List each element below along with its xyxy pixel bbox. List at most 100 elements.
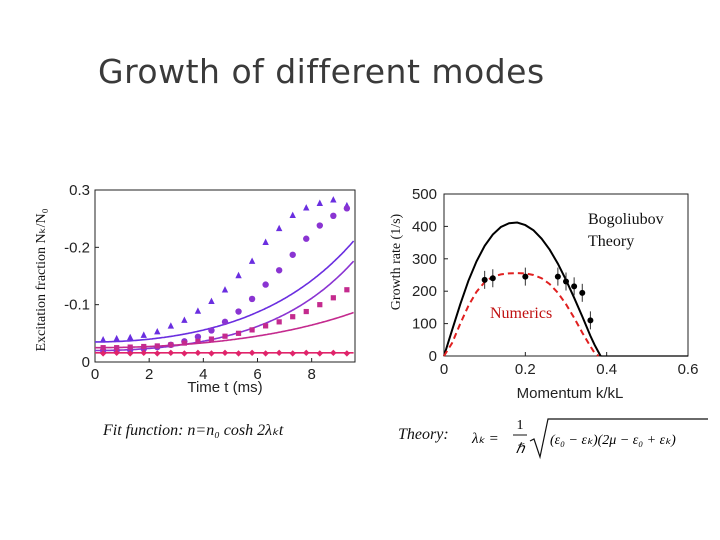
left-data-point-mode-4: [221, 349, 229, 357]
left-data-point-mode-3: [330, 295, 336, 301]
annotation-bogoliubov: Bogoliubov: [588, 211, 664, 228]
left-ytick-label: 0: [82, 354, 90, 371]
right-data-point: [489, 275, 496, 282]
left-data-point-mode-3: [222, 333, 228, 339]
left-data-point-mode-2: [275, 267, 283, 274]
left-data-point-mode-2: [208, 327, 215, 334]
left-data-point-mode-4: [316, 350, 323, 357]
left-data-point-mode-4: [330, 349, 337, 357]
theory-formula: λₖ = 1 ℏ (ε₀ − εₖ)(2μ − ε₀ + εₖ): [471, 418, 708, 460]
right-data-point: [522, 273, 529, 280]
left-data-point-mode-3: [154, 343, 160, 349]
left-data-point-mode-1: [167, 322, 175, 329]
annotation-theory: Theory: [588, 233, 634, 250]
left-data-point-mode-3: [290, 314, 296, 320]
left-data-point-mode-4: [235, 350, 242, 357]
annotation-numerics: Numerics: [490, 305, 552, 322]
right-data-point: [587, 317, 594, 324]
left-data-point-mode-2: [316, 222, 323, 229]
right-ytick-label: 100: [412, 316, 437, 333]
left-data-point-mode-1: [275, 224, 283, 232]
right-ytick-label: 400: [412, 218, 437, 235]
left-data-point-mode-4: [167, 349, 175, 357]
left-ytick-label: -0.1: [64, 297, 90, 314]
right-ytick-label: 300: [412, 251, 437, 268]
left-data-point-mode-1: [154, 327, 161, 335]
right-ytick-label: 0: [429, 348, 437, 365]
left-data-point-mode-1: [303, 204, 310, 211]
left-data-point-mode-4: [194, 349, 202, 357]
left-data-point-mode-3: [168, 342, 174, 348]
left-data-point-mode-4: [289, 350, 296, 357]
left-data-point-mode-1: [316, 199, 323, 206]
left-data-point-mode-3: [317, 302, 323, 308]
left-data-point-mode-1: [194, 307, 202, 314]
formula-radicand: (ε₀ − εₖ)(2μ − ε₀ + εₖ): [550, 433, 676, 448]
left-data-point-mode-4: [99, 350, 107, 357]
left-data-point-mode-1: [113, 334, 120, 342]
left-xtick-label: 0: [91, 366, 99, 383]
left-data-point-mode-3: [195, 338, 201, 344]
right-xtick-label: 0: [440, 361, 448, 378]
left-xtick-label: 6: [253, 366, 261, 383]
left-ytick-label: 0.3: [69, 182, 90, 199]
left-data-point-mode-1: [330, 196, 337, 203]
left-data-point-mode-4: [303, 349, 310, 357]
left-data-point-mode-3: [263, 323, 269, 329]
left-data-point-mode-1: [181, 316, 188, 323]
left-data-point-mode-3: [235, 330, 242, 336]
right-xtick-label: 0.2: [515, 361, 536, 378]
left-plot-area: [94, 189, 356, 363]
right-plot-area: [443, 193, 689, 357]
left-x-axis-label: Time t (ms): [187, 379, 262, 396]
right-data-point: [563, 278, 569, 285]
left-data-point-mode-1: [140, 331, 147, 338]
right-data-point: [579, 289, 586, 296]
left-data-point-mode-4: [181, 350, 188, 357]
slide-title: Growth of different modes: [98, 52, 545, 91]
left-data-point-mode-4: [127, 350, 134, 357]
right-data-point: [481, 276, 488, 283]
left-y-axis-label: Excitation fraction Nₖ/N₀: [34, 208, 49, 351]
left-data-point-mode-3: [303, 308, 309, 315]
formula-fraction-den: ℏ: [516, 442, 526, 457]
left-ytick-label: -0.2: [64, 239, 90, 256]
left-data-point-mode-1: [208, 297, 215, 304]
formula-lhs: λₖ =: [471, 431, 499, 447]
left-xtick-label: 8: [307, 366, 315, 383]
left-data-point-mode-3: [127, 344, 133, 350]
left-data-point-mode-4: [262, 350, 269, 357]
left-data-point-mode-4: [140, 349, 147, 357]
right-line-bogoliubov-theory: [443, 221, 602, 357]
left-fit-curve-mode-3: [95, 311, 354, 349]
left-data-point-mode-1: [99, 336, 107, 343]
theory-label: Theory:: [398, 426, 449, 443]
right-x-axis-label: Momentum k/kL: [517, 385, 624, 402]
left-chart: 0 -0.1 -0.2 0.3 0 2 4 6 8 Time t (ms) Excitatio…: [34, 182, 356, 396]
right-data-point: [554, 273, 561, 280]
left-data-point-mode-3: [344, 287, 350, 293]
left-xtick-label: 2: [145, 366, 153, 383]
left-data-point-mode-2: [303, 235, 310, 242]
right-xtick-label: 0.4: [596, 361, 617, 378]
left-data-point-mode-4: [343, 350, 351, 357]
fit-function-label: Fit function: n=n₀ cosh 2λₖt: [103, 422, 284, 439]
left-data-point-mode-3: [141, 343, 147, 350]
right-ytick-label: 500: [412, 186, 437, 203]
right-ytick-label: 200: [412, 283, 437, 300]
left-data-point-mode-4: [208, 350, 215, 357]
left-data-point-mode-1: [248, 257, 256, 264]
left-data-point-mode-1: [289, 211, 296, 218]
left-data-point-mode-3: [114, 345, 120, 351]
left-data-point-mode-2: [343, 205, 351, 212]
left-xtick-label: 4: [199, 366, 207, 383]
formula-fraction-num: 1: [517, 418, 524, 433]
right-line-numerics: [443, 272, 600, 357]
left-data-point-mode-4: [113, 349, 120, 357]
left-data-point-mode-3: [181, 340, 187, 346]
right-y-axis-label: Growth rate (1/s): [389, 213, 404, 310]
formula-sqrt-sign: [529, 418, 708, 460]
left-data-point-mode-2: [289, 251, 296, 258]
left-x-axis-label-text: Time t (ms): [187, 379, 262, 396]
